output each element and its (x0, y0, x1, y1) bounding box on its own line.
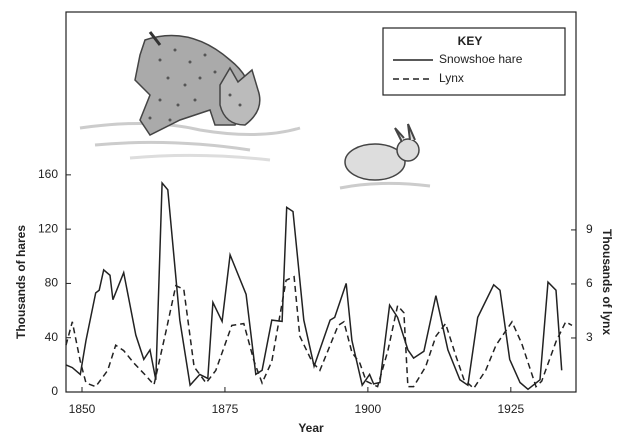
x-tick-label: 1850 (69, 402, 96, 416)
y-axis-label: Thousands of hares (14, 225, 28, 339)
y-tick-label: 80 (45, 276, 59, 290)
y-tick-label: 160 (38, 167, 58, 181)
lynx-illustration (79, 31, 301, 162)
plot-frame (65, 11, 577, 393)
x-axis-label: Year (298, 421, 324, 435)
y-tick-label: 120 (38, 221, 58, 235)
series-line (65, 181, 563, 391)
x-tick-label: 1900 (355, 402, 382, 416)
x-tick-label: 1875 (212, 402, 239, 416)
y2-tick-label: 9 (586, 222, 593, 236)
legend-box (382, 27, 566, 96)
legend: KEY (382, 27, 566, 96)
y2-axis-label: Thousands of lynx (600, 229, 614, 335)
legend-label: Lynx (439, 71, 464, 85)
y-tick-label: 40 (45, 330, 59, 344)
x-tick-label: 1925 (497, 402, 524, 416)
y-tick-label: 0 (51, 384, 58, 398)
series-line (65, 275, 573, 390)
y2-tick-label: 3 (586, 330, 593, 344)
legend-label: Snowshoe hare (439, 52, 523, 66)
y2-tick-label: 6 (586, 276, 593, 290)
hare-illustration (339, 123, 431, 190)
legend-title: KEY (458, 34, 483, 48)
